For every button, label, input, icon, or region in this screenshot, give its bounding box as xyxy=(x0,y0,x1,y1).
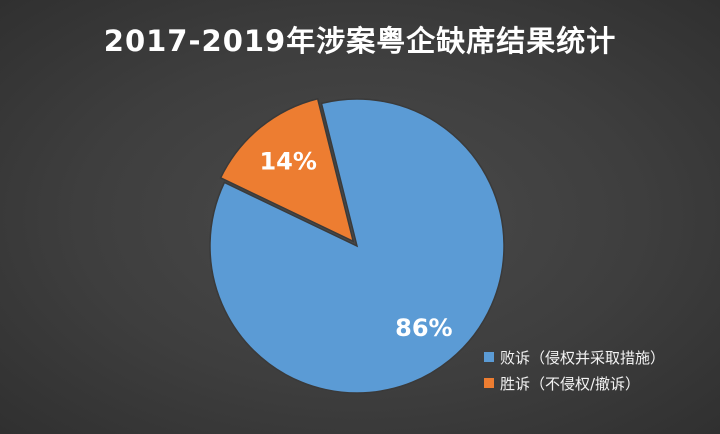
legend-label-win: 胜诉（不侵权/撤诉） xyxy=(500,374,641,393)
chart-title: 2017-2019年涉案粤企缺席结果统计 xyxy=(103,24,617,58)
pie-slice-win xyxy=(219,97,355,243)
legend-item-lose: 败诉（侵权并采取措施） xyxy=(484,344,665,370)
legend-swatch-win xyxy=(484,378,494,388)
data-label-lose: 86% xyxy=(395,314,452,342)
legend-swatch-lose xyxy=(484,352,494,362)
legend-label-lose: 败诉（侵权并采取措施） xyxy=(500,348,666,367)
legend: 败诉（侵权并采取措施） 胜诉（不侵权/撤诉） xyxy=(484,344,665,396)
data-label-win: 14% xyxy=(259,148,316,176)
pie-slice-lose xyxy=(209,98,505,394)
legend-item-win: 胜诉（不侵权/撤诉） xyxy=(484,370,665,396)
